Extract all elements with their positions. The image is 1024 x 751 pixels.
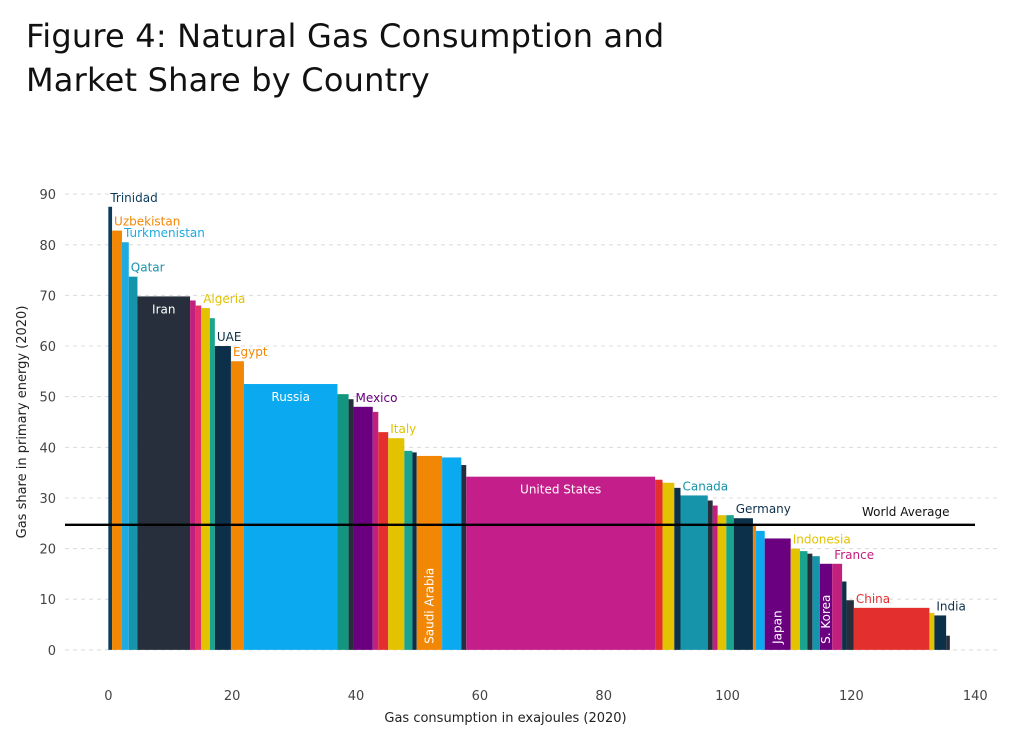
bar-label-mexico: Mexico (356, 391, 398, 405)
y-tick-label: 70 (39, 289, 56, 304)
bar-unlabeled-37 (799, 551, 808, 650)
bar-unlabeled-26 (674, 487, 681, 650)
bar-turkmenistan (121, 242, 129, 650)
bar-label-italy: Italy (390, 422, 416, 436)
bar-unlabeled-18 (404, 450, 413, 650)
bar-unlabeled-15 (372, 411, 379, 650)
y-tick-label: 60 (39, 340, 56, 355)
bar-unlabeled-19 (412, 452, 417, 650)
bar-unlabeled-8 (209, 318, 215, 650)
y-tick-label: 10 (39, 593, 56, 608)
bar-label-japan: Japan (771, 610, 785, 644)
axes-group: 0 10 20 30 40 50 60 70 80 90 0 20 40 60 80 100 120 140 Gas… (15, 188, 988, 726)
bar-canada (680, 495, 708, 650)
bar-label-turkmenistan: Turkmenistan (123, 226, 205, 240)
bar-unlabeled-29 (712, 505, 718, 650)
bar-france (832, 563, 843, 650)
world-average-group: World Average (65, 505, 975, 526)
bar-unlabeled-45 (929, 612, 935, 650)
world-average-label: World Average (862, 505, 949, 519)
bar-label-india: India (936, 599, 965, 613)
bar-unlabeled-42 (842, 581, 847, 650)
bar-label-united-states: United States (520, 483, 601, 497)
bar-label-saudi-arabia: Saudi Arabia (422, 568, 436, 644)
y-tick-label: 50 (39, 391, 56, 406)
bar-mexico (353, 406, 373, 650)
bar-label-s-korea: S. Korea (819, 595, 833, 644)
y-tick-label: 80 (39, 239, 56, 254)
figure-title-line-2: Market Share by Country (26, 61, 430, 99)
bar-unlabeled-25 (662, 482, 675, 650)
bar-uae (214, 346, 231, 650)
x-tick-label: 20 (224, 689, 241, 704)
y-tick-label: 40 (39, 441, 56, 456)
x-axis-label: Gas consumption in exajoules (2020) (384, 711, 626, 726)
bar-label-france: France (834, 548, 874, 562)
bar-unlabeled-47 (946, 635, 950, 650)
x-tick-label: 60 (472, 689, 489, 704)
bar-egypt (230, 361, 244, 650)
bar-unlabeled-16 (378, 432, 389, 650)
x-tick-label: 120 (839, 689, 864, 704)
bar-unlabeled-22 (461, 465, 467, 650)
bar-label-uzbekistan: Uzbekistan (114, 215, 180, 229)
bar-unlabeled-21 (442, 457, 462, 650)
bar-label-algeria: Algeria (203, 292, 245, 306)
bar-uzbekistan (112, 230, 122, 650)
bar-italy (388, 438, 405, 650)
bar-label-indonesia: Indonesia (793, 533, 851, 547)
x-tick-label: 40 (348, 689, 365, 704)
x-tick-label: 0 (104, 689, 112, 704)
bar-unlabeled-39 (812, 556, 820, 650)
y-tick-label: 0 (48, 644, 56, 659)
bar-united-states (466, 476, 656, 650)
y-tick-label: 20 (39, 543, 56, 558)
bar-unlabeled-38 (807, 553, 813, 650)
bar-label-germany: Germany (736, 502, 791, 516)
x-tick-label: 140 (963, 689, 988, 704)
bar-label-canada: Canada (682, 479, 728, 493)
bar-saudi-arabia (416, 455, 443, 650)
y-tick-label: 30 (39, 492, 56, 507)
bar-label-egypt: Egypt (233, 345, 268, 359)
bar-unlabeled-5 (190, 300, 196, 650)
bar-unlabeled-24 (655, 479, 663, 650)
bar-unlabeled-33 (752, 525, 757, 650)
bar-unlabeled-30 (717, 515, 727, 650)
bar-label-qatar: Qatar (131, 261, 165, 275)
bar-label-uae: UAE (217, 330, 242, 344)
y-axis-label: Gas share in primary energy (2020) (15, 306, 30, 539)
y-tick-label: 90 (39, 188, 56, 203)
bar-label-trinidad: Trinidad (109, 191, 157, 205)
bars-group (108, 206, 950, 650)
bar-label-iran: Iran (152, 302, 175, 316)
figure-title-line-1: Figure 4: Natural Gas Consumption and (26, 17, 665, 55)
bar-iran (137, 296, 191, 650)
bar-china (853, 607, 930, 650)
bar-unlabeled-34 (756, 530, 765, 650)
bar-qatar (128, 276, 138, 650)
bar-label-china: China (856, 592, 890, 606)
bar-unlabeled-12 (337, 394, 349, 650)
bar-india (934, 615, 947, 650)
bar-indonesia (790, 548, 800, 650)
bar-japan (764, 538, 791, 650)
bar-algeria (201, 308, 210, 650)
x-tick-label: 100 (715, 689, 740, 704)
bar-germany (733, 518, 753, 650)
bar-russia (243, 384, 338, 650)
bar-unlabeled-6 (195, 305, 202, 650)
bar-unlabeled-31 (726, 515, 734, 650)
bar-unlabeled-43 (846, 600, 854, 650)
bar-s-korea (819, 563, 833, 650)
bar-label-russia: Russia (271, 390, 310, 404)
bar-trinidad (108, 206, 113, 650)
x-tick-label: 80 (595, 689, 612, 704)
figure-title: Figure 4: Natural Gas Consumption and Ma… (26, 14, 726, 102)
bar-unlabeled-28 (707, 500, 713, 650)
